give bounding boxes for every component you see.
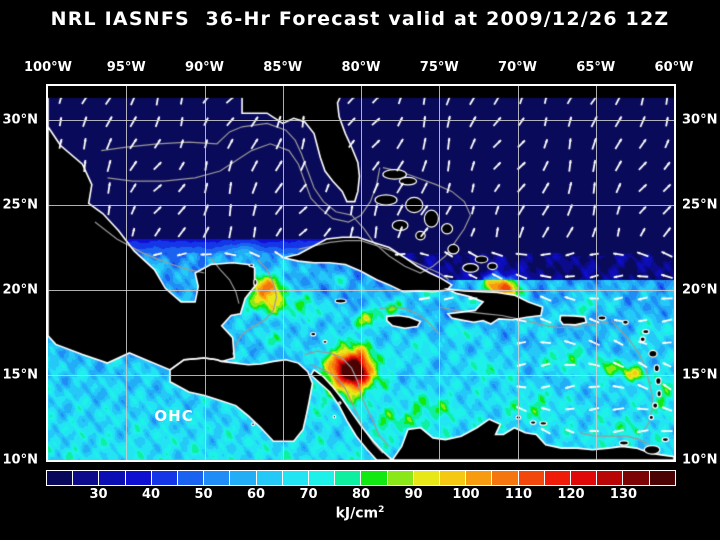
colorbar-swatch-4 xyxy=(151,471,179,485)
colorbar-unit-text: kJ/cm xyxy=(335,505,379,522)
colorbar-swatch-23 xyxy=(649,471,675,485)
gridline-vertical xyxy=(126,86,127,460)
colorbar-swatch-2 xyxy=(99,471,126,485)
colorbar-tick-label: 110 xyxy=(504,487,533,502)
colorbar-swatch-7 xyxy=(230,471,257,485)
colorbar[interactable] xyxy=(46,470,676,486)
colorbar-swatch-11 xyxy=(335,471,362,485)
colorbar-swatch-16 xyxy=(466,471,493,485)
lat-tick-label-left: 15°N xyxy=(2,367,38,383)
gridline-vertical xyxy=(518,86,519,460)
colorbar-swatch-13 xyxy=(387,471,414,485)
colorbar-swatch-22 xyxy=(623,471,650,485)
gridline-vertical xyxy=(283,86,284,460)
colorbar-swatch-6 xyxy=(204,471,231,485)
colorbar-unit-exponent: 2 xyxy=(378,505,385,515)
lon-tick-label: 90°W xyxy=(185,60,224,75)
field-label-ohc: OHC xyxy=(154,406,194,425)
colorbar-swatch-3 xyxy=(125,471,152,485)
gridline-vertical xyxy=(205,86,206,460)
lon-tick-label: 70°W xyxy=(498,60,537,75)
lat-tick-label-right: 30°N xyxy=(682,112,718,128)
colorbar-swatch-5 xyxy=(178,471,205,485)
colorbar-swatch-21 xyxy=(597,471,624,485)
colorbar-tick-label: 30 xyxy=(89,487,108,502)
colorbar-swatch-14 xyxy=(413,471,441,485)
map-plot-area[interactable]: OHC xyxy=(46,84,676,462)
lat-tick-label-left: 10°N xyxy=(2,452,38,468)
gridline-vertical xyxy=(439,86,440,460)
colorbar-swatch-10 xyxy=(309,471,336,485)
lon-tick-label: 85°W xyxy=(263,60,303,75)
lat-tick-label-right: 15°N xyxy=(682,367,718,383)
colorbar-swatch-15 xyxy=(440,471,467,485)
lat-tick-label-left: 20°N xyxy=(2,282,38,298)
lat-tick-label-right: 20°N xyxy=(682,282,718,298)
colorbar-swatch-1 xyxy=(73,471,100,485)
colorbar-swatches xyxy=(46,470,676,486)
lon-tick-label: 100°W xyxy=(24,60,72,75)
colorbar-tick-label: 70 xyxy=(299,487,318,502)
gridline-vertical xyxy=(361,86,362,460)
colorbar-tick-label: 40 xyxy=(141,487,161,502)
colorbar-tick-label: 120 xyxy=(557,487,585,502)
colorbar-tick-label: 100 xyxy=(452,487,480,502)
colorbar-swatch-20 xyxy=(571,471,598,485)
colorbar-swatch-19 xyxy=(544,471,572,485)
colorbar-tick-label: 60 xyxy=(246,487,266,502)
lon-tick-label: 65°W xyxy=(576,60,616,75)
colorbar-swatch-0 xyxy=(47,471,74,485)
colorbar-swatch-9 xyxy=(282,471,310,485)
lat-tick-label-right: 25°N xyxy=(682,197,718,213)
lat-tick-label-right: 10°N xyxy=(682,452,718,468)
lat-tick-label-left: 30°N xyxy=(2,112,38,128)
lon-tick-label: 75°W xyxy=(419,60,459,75)
colorbar-tick-label: 80 xyxy=(351,487,371,502)
colorbar-tick-label: 50 xyxy=(194,487,213,502)
colorbar-swatch-8 xyxy=(256,471,283,485)
colorbar-swatch-17 xyxy=(492,471,519,485)
colorbar-tick-label: 130 xyxy=(609,487,638,502)
lon-tick-label: 80°W xyxy=(341,60,381,75)
colorbar-unit-label: kJ/cm2 xyxy=(0,505,720,522)
gridline-horizontal xyxy=(48,120,674,121)
gridline-vertical xyxy=(596,86,597,460)
colorbar-tick-label: 90 xyxy=(404,487,423,502)
lon-tick-label: 60°W xyxy=(654,60,694,75)
colorbar-swatch-18 xyxy=(518,471,545,485)
colorbar-swatch-12 xyxy=(361,471,388,485)
page-title: NRL IASNFS 36-Hr Forecast valid at 2009/… xyxy=(50,8,670,30)
lon-tick-label: 95°W xyxy=(106,60,146,75)
gridline-horizontal xyxy=(48,205,674,206)
gridline-horizontal xyxy=(48,375,674,376)
gridline-horizontal xyxy=(48,290,674,291)
lat-tick-label-left: 25°N xyxy=(2,197,38,213)
